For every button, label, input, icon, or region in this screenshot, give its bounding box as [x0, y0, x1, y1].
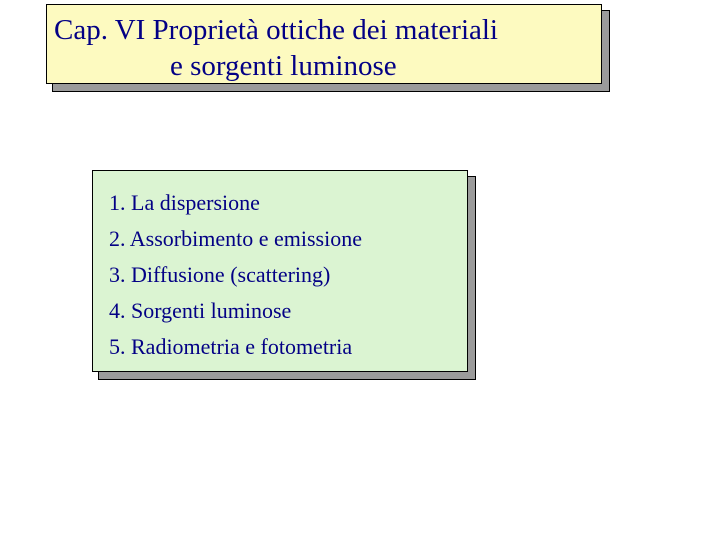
list-item: 3. Diffusione (scattering) — [109, 257, 451, 293]
content-box: 1. La dispersione 2. Assorbimento e emis… — [92, 170, 468, 372]
title-line-1: Cap. VI Proprietà ottiche dei materiali — [54, 12, 498, 48]
list-item: 5. Radiometria e fotometria — [109, 329, 451, 365]
list-item: 4. Sorgenti luminose — [109, 293, 451, 329]
list-item: 1. La dispersione — [109, 185, 451, 221]
list-item: 2. Assorbimento e emissione — [109, 221, 451, 257]
title-line-2: e sorgenti luminose — [170, 48, 397, 84]
